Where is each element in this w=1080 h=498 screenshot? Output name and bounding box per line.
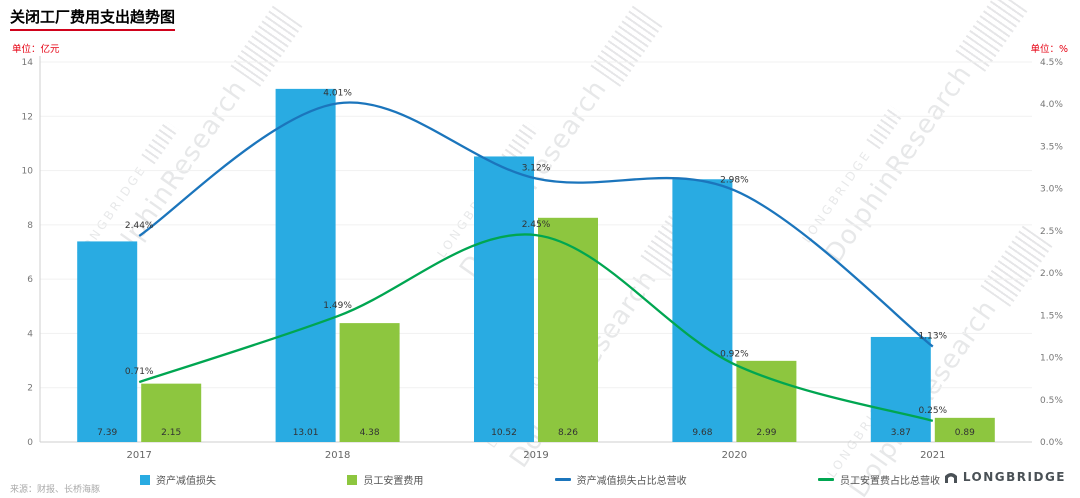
bar-2020-1 [736, 360, 797, 442]
svg-text:2019: 2019 [523, 450, 548, 460]
svg-text:0.89: 0.89 [955, 428, 975, 438]
legend-swatch-line [554, 478, 571, 481]
page-title: 关闭工厂费用支出趋势图 [10, 6, 176, 31]
legend-item: 员工安置费占比总营收 [817, 472, 940, 487]
bar-2017-1 [141, 383, 202, 442]
left-axis-unit: 单位：亿元 [12, 44, 60, 55]
svg-text:3.12%: 3.12% [522, 164, 551, 174]
svg-text:8: 8 [27, 221, 33, 231]
svg-text:13.01: 13.01 [293, 428, 319, 438]
bar-2018-0 [275, 88, 336, 442]
line-series-0 [138, 101, 934, 348]
svg-text:2.98%: 2.98% [720, 175, 749, 185]
svg-text:3.5%: 3.5% [1040, 142, 1063, 152]
bar-2021-0 [870, 336, 931, 442]
svg-text:0.71%: 0.71% [125, 367, 154, 377]
svg-text:0.0%: 0.0% [1040, 438, 1063, 448]
svg-text:3.0%: 3.0% [1040, 185, 1063, 195]
svg-text:9.68: 9.68 [692, 428, 712, 438]
svg-text:0: 0 [27, 438, 33, 448]
chart-legend: 资产减值损失 员工安置费用 资产减值损失占比总营收 员工安置费占比总营收 [140, 472, 940, 487]
svg-text:2: 2 [27, 384, 33, 394]
bar-2021-1 [934, 417, 995, 442]
svg-text:1.0%: 1.0% [1040, 354, 1063, 364]
svg-text:2.5%: 2.5% [1040, 227, 1063, 237]
svg-text:2.99: 2.99 [756, 428, 776, 438]
legend-label: 资产减值损失占比总营收 [576, 476, 687, 487]
svg-text:3.87: 3.87 [891, 428, 911, 438]
svg-text:12: 12 [22, 112, 33, 122]
svg-text:0.5%: 0.5% [1040, 396, 1063, 406]
svg-text:14: 14 [22, 58, 34, 68]
line-series-1 [138, 233, 934, 422]
svg-text:2.44%: 2.44% [125, 221, 154, 231]
svg-text:1.49%: 1.49% [323, 301, 352, 311]
legend-swatch-bar [140, 474, 150, 485]
bar-2019-0 [474, 156, 534, 442]
svg-text:4.0%: 4.0% [1040, 100, 1063, 110]
svg-text:10.52: 10.52 [491, 428, 517, 438]
legend-item: 资产减值损失占比总营收 [554, 472, 687, 487]
svg-text:10: 10 [22, 167, 34, 177]
svg-text:8.26: 8.26 [558, 428, 578, 438]
brand-mark: LONGBRIDGE [944, 470, 1066, 484]
trend-chart: 0 2 4 6 8 10 12 14 0.0% 0.5% 1.0% 1.5% 2.0% 2.5% 3.0% 3… [22, 56, 1063, 460]
svg-text:1.13%: 1.13% [919, 332, 948, 342]
svg-text:2020: 2020 [722, 450, 747, 460]
svg-text:2021: 2021 [920, 450, 945, 460]
legend-label: 员工安置费占比总营收 [839, 476, 940, 487]
svg-text:2017: 2017 [126, 450, 151, 460]
bar-2017-0 [77, 241, 138, 442]
svg-text:7.39: 7.39 [97, 428, 117, 438]
legend-swatch-line [817, 478, 834, 481]
source-note: 来源：财报、长桥海豚 [10, 485, 101, 495]
svg-text:2.0%: 2.0% [1040, 269, 1063, 279]
brand-name: LONGBRIDGE [962, 470, 1066, 484]
bar-2018-1 [339, 323, 400, 442]
bar-2020-0 [672, 179, 733, 442]
legend-swatch-bar [347, 474, 358, 485]
svg-text:0.92%: 0.92% [720, 349, 749, 359]
svg-text:4.5%: 4.5% [1040, 58, 1063, 68]
svg-text:2018: 2018 [325, 450, 350, 460]
svg-text:4.38: 4.38 [360, 428, 380, 438]
longbridge-logo-icon [944, 473, 957, 483]
svg-text:4.01%: 4.01% [323, 88, 352, 98]
svg-text:0.25%: 0.25% [919, 406, 948, 416]
legend-label: 资产减值损失 [156, 476, 216, 487]
svg-text:6: 6 [27, 275, 33, 285]
legend-item: 资产减值损失 [140, 472, 216, 487]
svg-text:2.15: 2.15 [161, 428, 181, 438]
svg-text:1.5%: 1.5% [1040, 311, 1063, 321]
legend-item: 员工安置费用 [347, 472, 423, 487]
right-axis-unit: 单位：% [1030, 44, 1068, 55]
legend-label: 员工安置费用 [363, 476, 424, 487]
svg-text:2.45%: 2.45% [522, 220, 551, 230]
bar-2019-1 [538, 217, 598, 442]
svg-text:4: 4 [27, 329, 33, 339]
